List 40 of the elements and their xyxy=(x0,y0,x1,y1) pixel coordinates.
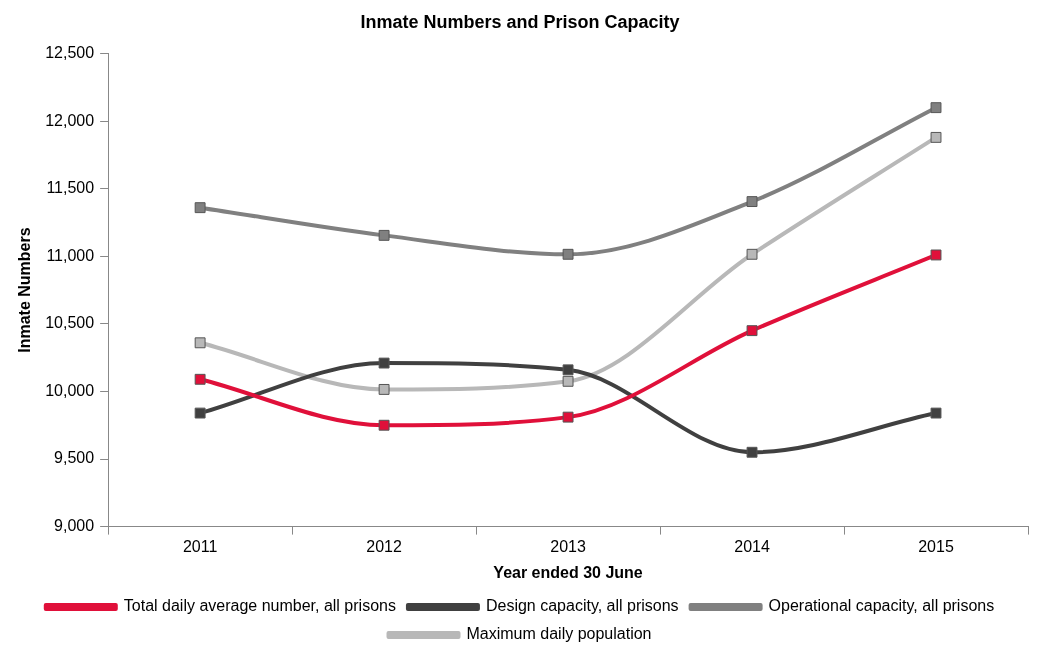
y-tick-label: 9,000 xyxy=(54,517,95,535)
point xyxy=(746,196,758,208)
point xyxy=(194,407,206,419)
point xyxy=(930,407,942,419)
point xyxy=(194,202,206,214)
point xyxy=(194,373,206,385)
y-tick-label: 11,000 xyxy=(46,246,95,264)
point xyxy=(746,248,758,260)
point xyxy=(930,131,942,143)
point xyxy=(746,446,758,458)
point xyxy=(562,411,574,423)
y-tick-label: 11,500 xyxy=(46,179,95,197)
legend-label: Operational capacity, all prisons xyxy=(768,597,995,615)
point xyxy=(930,102,942,114)
y-tick-label: 9,500 xyxy=(54,449,95,467)
point xyxy=(562,375,574,387)
y-axis-title: Inmate Numbers xyxy=(16,227,34,353)
x-tick-label: 2012 xyxy=(366,537,402,555)
y-tick-label: 12,500 xyxy=(45,44,95,62)
point xyxy=(562,364,574,376)
chart-title: Inmate Numbers and Prison Capacity xyxy=(360,11,680,32)
x-tick-label: 2011 xyxy=(182,537,218,555)
legend-label: Total daily average number, all prisons xyxy=(123,597,396,615)
point xyxy=(562,248,574,260)
y-tick-label: 10,000 xyxy=(45,381,95,399)
x-axis-title: Year ended 30 June xyxy=(493,563,643,581)
legend-label: Design capacity, all prisons xyxy=(485,597,679,615)
y-tick-label: 12,000 xyxy=(45,111,95,129)
x-tick-label: 2014 xyxy=(734,537,770,555)
point xyxy=(378,357,390,369)
point xyxy=(746,325,758,337)
legend-label: Maximum daily population xyxy=(466,625,652,643)
point xyxy=(930,249,942,261)
point xyxy=(378,383,390,395)
point xyxy=(378,229,390,241)
point xyxy=(194,337,206,349)
x-tick-label: 2013 xyxy=(550,537,586,555)
x-tick-label: 2015 xyxy=(918,537,954,555)
y-tick-label: 10,500 xyxy=(45,314,95,332)
point xyxy=(378,419,390,431)
